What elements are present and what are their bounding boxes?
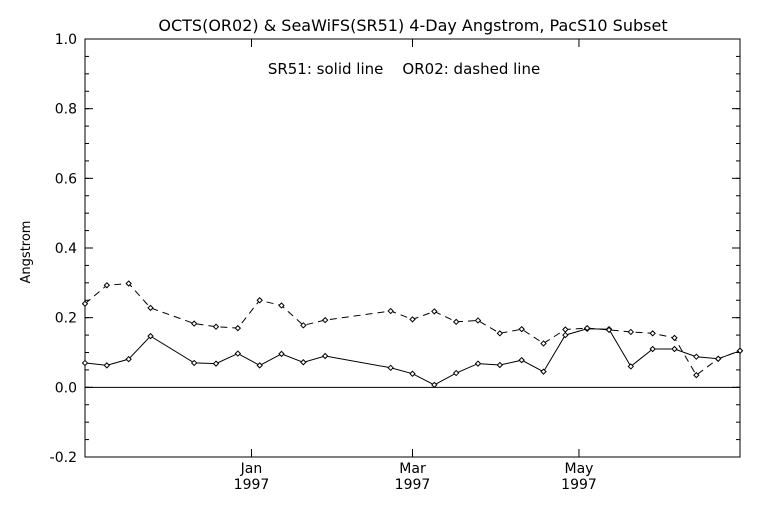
data-point-or02 [496,330,504,337]
data-point-or02 [431,308,438,315]
data-point-or02 [125,280,132,287]
data-point-or02 [387,307,394,315]
data-point-or02 [300,322,307,329]
data-point-sr51 [649,345,656,353]
data-point-sr51 [234,350,242,357]
data-point-sr51 [693,353,700,360]
data-point-or02 [234,324,242,332]
data-point-or02 [583,324,591,332]
y-tick-label: 1.0 [55,32,77,48]
data-point-or02 [671,334,678,342]
data-point-sr51 [496,361,504,369]
y-tick-label: 0.4 [55,241,77,257]
data-point-sr51 [562,331,569,339]
y-axis-label: Angstrom [19,221,34,284]
x-tick-year: 1997 [234,477,270,493]
data-point-or02 [627,328,635,336]
data-point-or02 [518,325,525,333]
data-point-or02 [103,282,111,289]
chart-title: OCTS(OR02) & SeaWiFS(SR51) 4-Day Angstro… [158,16,667,35]
series-group [81,280,744,389]
data-point-or02 [409,316,416,323]
axes-group: -0.20.00.20.40.60.81.0Jan1997Mar1997May1… [50,32,740,493]
data-point-or02 [474,317,482,324]
data-point-sr51 [321,352,329,360]
y-tick-label: 0.8 [55,102,77,118]
y-tick-label: 0.2 [55,311,77,327]
data-point-sr51 [300,359,307,366]
x-tick-year: 1997 [561,477,597,493]
y-tick-label: 0.0 [55,380,77,396]
data-point-or02 [256,297,263,304]
x-tick-label: Jan [240,461,263,477]
data-point-sr51 [540,368,547,375]
x-tick-year: 1997 [395,477,431,493]
series-line-or02 [84,282,741,376]
data-point-sr51 [103,362,111,369]
data-point-or02 [562,326,569,333]
data-point-sr51 [474,360,482,367]
data-point-sr51 [431,381,438,389]
legend-annotation: SR51: solid line OR02: dashed line [268,60,540,78]
data-point-sr51 [409,370,416,377]
data-point-or02 [452,318,460,326]
data-point-sr51 [671,345,678,353]
data-point-or02 [321,316,329,324]
data-point-sr51 [278,350,285,358]
data-point-sr51 [81,359,89,367]
data-point-or02 [649,330,656,337]
data-point-sr51 [212,360,220,367]
plot-frame [84,38,741,458]
data-point-sr51 [452,369,460,377]
data-point-or02 [714,355,722,362]
data-point-or02 [212,323,220,330]
data-point-sr51 [190,359,198,367]
data-point-sr51 [256,362,263,369]
x-tick-label: Mar [399,461,426,477]
x-tick-label: May [565,461,594,477]
data-point-or02 [693,371,700,379]
data-point-or02 [736,347,744,354]
data-point-or02 [540,340,547,347]
y-tick-label: 0.6 [55,171,77,187]
data-point-or02 [81,300,89,307]
data-point-or02 [190,320,198,327]
data-point-sr51 [518,356,525,364]
data-point-sr51 [125,355,132,363]
data-point-sr51 [627,363,635,370]
series-line-sr51 [84,328,741,386]
data-point-sr51 [387,364,394,372]
y-tick-label: -0.2 [50,450,77,466]
data-point-or02 [278,302,285,309]
data-point-or02 [147,304,154,312]
data-point-or02 [605,326,613,334]
data-point-sr51 [147,332,154,340]
